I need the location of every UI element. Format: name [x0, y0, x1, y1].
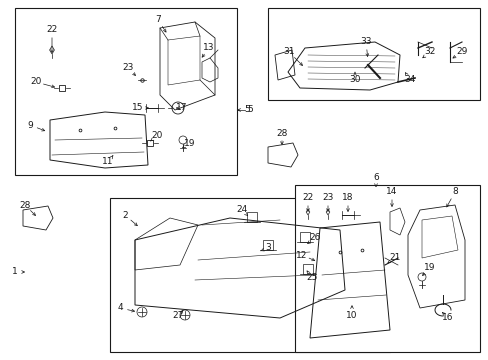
- Text: 22: 22: [46, 26, 58, 35]
- Text: 4: 4: [117, 303, 122, 312]
- Text: 19: 19: [184, 139, 195, 148]
- Text: 1: 1: [12, 267, 18, 276]
- Text: 20: 20: [151, 131, 163, 140]
- Text: 22: 22: [302, 194, 313, 202]
- Text: 15: 15: [132, 104, 143, 112]
- Text: 31: 31: [283, 48, 294, 57]
- Text: 5: 5: [244, 105, 249, 114]
- Text: 21: 21: [388, 253, 400, 262]
- Text: 7: 7: [155, 15, 161, 24]
- Text: 16: 16: [441, 314, 453, 323]
- Text: 10: 10: [346, 310, 357, 320]
- Text: 2: 2: [122, 211, 127, 220]
- Text: 32: 32: [424, 48, 435, 57]
- Text: 19: 19: [424, 264, 435, 273]
- Bar: [294, 185, 479, 352]
- Text: 34: 34: [404, 76, 415, 85]
- Text: 13: 13: [203, 44, 214, 53]
- Text: 23: 23: [122, 63, 133, 72]
- Text: 28: 28: [19, 201, 31, 210]
- Text: 9: 9: [27, 121, 33, 130]
- Text: 33: 33: [360, 37, 371, 46]
- Bar: [15, 8, 237, 175]
- Text: 12: 12: [296, 251, 307, 260]
- Text: 8: 8: [451, 188, 457, 197]
- Text: 27: 27: [172, 311, 183, 320]
- Bar: [267, 8, 479, 100]
- Text: 5: 5: [246, 105, 252, 114]
- Text: 6: 6: [372, 174, 378, 183]
- Text: 24: 24: [236, 206, 247, 215]
- Text: 18: 18: [342, 194, 353, 202]
- Text: 23: 23: [322, 194, 333, 202]
- Bar: [110, 198, 389, 352]
- Text: 20: 20: [30, 77, 41, 86]
- Text: 25: 25: [305, 274, 317, 283]
- Text: 14: 14: [386, 188, 397, 197]
- Text: 26: 26: [309, 234, 320, 243]
- Text: 30: 30: [348, 76, 360, 85]
- Text: 28: 28: [276, 129, 287, 138]
- Text: 17: 17: [176, 104, 187, 112]
- Text: 3: 3: [264, 243, 270, 252]
- Text: 11: 11: [102, 158, 114, 166]
- Text: 29: 29: [455, 48, 467, 57]
